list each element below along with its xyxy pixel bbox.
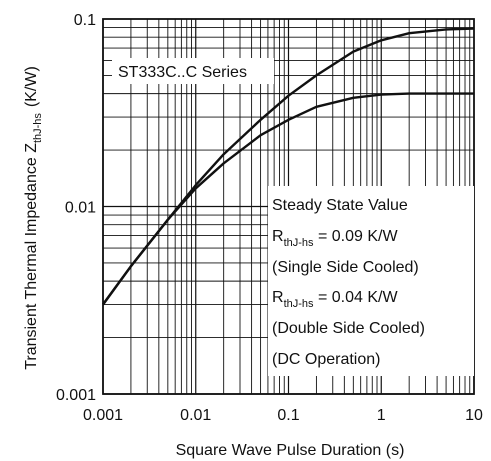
annotation-double-note: (Double Side Cooled) (272, 320, 425, 337)
y-tick-label: 0.1 (74, 12, 96, 29)
y-axis-label-main: Transient Thermal Impedance Z (23, 143, 40, 370)
annotation-double-value: RthJ-hs = 0.04 K/W (272, 289, 398, 310)
x-tick-labels: 0.001 0.01 0.1 1 10 (83, 407, 483, 424)
y-tick-labels: 0.001 0.01 0.1 (56, 12, 96, 404)
annotation-box (268, 186, 474, 376)
annotation-double-subscript: thJ-hs (284, 298, 314, 310)
y-axis-label-subscript: thJ-hs (32, 113, 44, 143)
x-tick-label: 10 (465, 407, 483, 424)
x-tick-label: 0.01 (180, 407, 211, 424)
annotation-single-value: RthJ-hs = 0.09 K/W (272, 228, 398, 249)
series-line-2 (102, 92, 474, 306)
annotation-single-symbol: R (272, 228, 284, 245)
x-tick-label: 1 (377, 407, 386, 424)
x-tick-label: 0.001 (83, 407, 123, 424)
y-axis-label-unit: (K/W) (23, 66, 40, 107)
annotation-double-symbol: R (272, 289, 284, 306)
annotation-operation: (DC Operation) (272, 351, 380, 368)
y-axis-label: Transient Thermal Impedance ZthJ-hs (K/W) (23, 66, 44, 370)
annotation-heading: Steady State Value (272, 197, 408, 214)
x-axis-label: Square Wave Pulse Duration (s) (176, 442, 405, 459)
annotation-single-note: (Single Side Cooled) (272, 259, 419, 276)
series-label: ST333C..C Series (118, 64, 247, 81)
curves (102, 27, 475, 306)
annotation-single-subscript: thJ-hs (284, 237, 314, 249)
annotation-double-value-text: = 0.04 K/W (314, 289, 399, 306)
series-label-box (112, 58, 274, 84)
y-tick-label: 0.01 (65, 200, 96, 217)
y-tick-label: 0.001 (56, 387, 96, 404)
annotation-single-value-text: = 0.09 K/W (314, 228, 399, 245)
x-tick-label: 0.1 (277, 407, 299, 424)
